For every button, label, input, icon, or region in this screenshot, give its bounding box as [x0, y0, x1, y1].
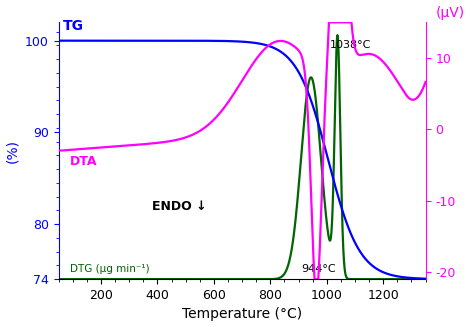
Text: ENDO ↓: ENDO ↓	[152, 200, 206, 214]
Text: DTA: DTA	[70, 155, 97, 167]
Y-axis label: (%): (%)	[6, 139, 20, 163]
Text: TG: TG	[63, 19, 84, 33]
Text: 1038°C: 1038°C	[329, 40, 371, 50]
Text: 944°C: 944°C	[301, 264, 336, 274]
Text: (μV): (μV)	[435, 6, 464, 20]
Text: DTG (μg min⁻¹): DTG (μg min⁻¹)	[70, 264, 149, 274]
X-axis label: Temperature (°C): Temperature (°C)	[182, 307, 302, 321]
